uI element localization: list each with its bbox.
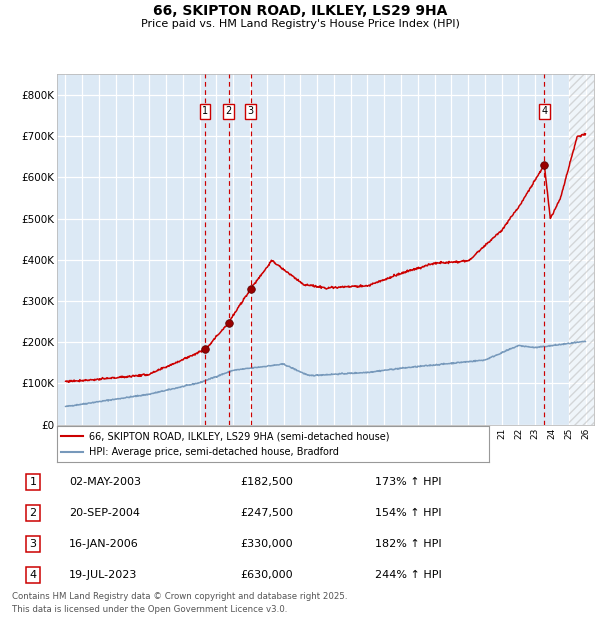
Text: 19-JUL-2023: 19-JUL-2023 [69, 570, 137, 580]
Text: HPI: Average price, semi-detached house, Bradford: HPI: Average price, semi-detached house,… [89, 447, 339, 457]
Text: 173% ↑ HPI: 173% ↑ HPI [375, 477, 442, 487]
Text: 244% ↑ HPI: 244% ↑ HPI [375, 570, 442, 580]
Text: 4: 4 [29, 570, 37, 580]
Text: 66, SKIPTON ROAD, ILKLEY, LS29 9HA: 66, SKIPTON ROAD, ILKLEY, LS29 9HA [153, 4, 447, 19]
Text: £330,000: £330,000 [240, 539, 293, 549]
Text: 16-JAN-2006: 16-JAN-2006 [69, 539, 139, 549]
Text: 20-SEP-2004: 20-SEP-2004 [69, 508, 140, 518]
Text: Price paid vs. HM Land Registry's House Price Index (HPI): Price paid vs. HM Land Registry's House … [140, 19, 460, 29]
Text: 66, SKIPTON ROAD, ILKLEY, LS29 9HA (semi-detached house): 66, SKIPTON ROAD, ILKLEY, LS29 9HA (semi… [89, 431, 390, 441]
Text: £247,500: £247,500 [240, 508, 293, 518]
Text: £630,000: £630,000 [240, 570, 293, 580]
Text: 3: 3 [248, 107, 254, 117]
Text: Contains HM Land Registry data © Crown copyright and database right 2025.: Contains HM Land Registry data © Crown c… [12, 592, 347, 601]
Text: 4: 4 [541, 107, 547, 117]
Text: 1: 1 [202, 107, 208, 117]
Text: This data is licensed under the Open Government Licence v3.0.: This data is licensed under the Open Gov… [12, 604, 287, 614]
Text: 182% ↑ HPI: 182% ↑ HPI [375, 539, 442, 549]
Bar [569, 70, 600, 425]
Text: 3: 3 [29, 539, 37, 549]
Text: 2: 2 [226, 107, 232, 117]
Text: 2: 2 [29, 508, 37, 518]
Text: 154% ↑ HPI: 154% ↑ HPI [375, 508, 442, 518]
Text: 1: 1 [29, 477, 37, 487]
Text: £182,500: £182,500 [240, 477, 293, 487]
Text: 02-MAY-2003: 02-MAY-2003 [69, 477, 141, 487]
